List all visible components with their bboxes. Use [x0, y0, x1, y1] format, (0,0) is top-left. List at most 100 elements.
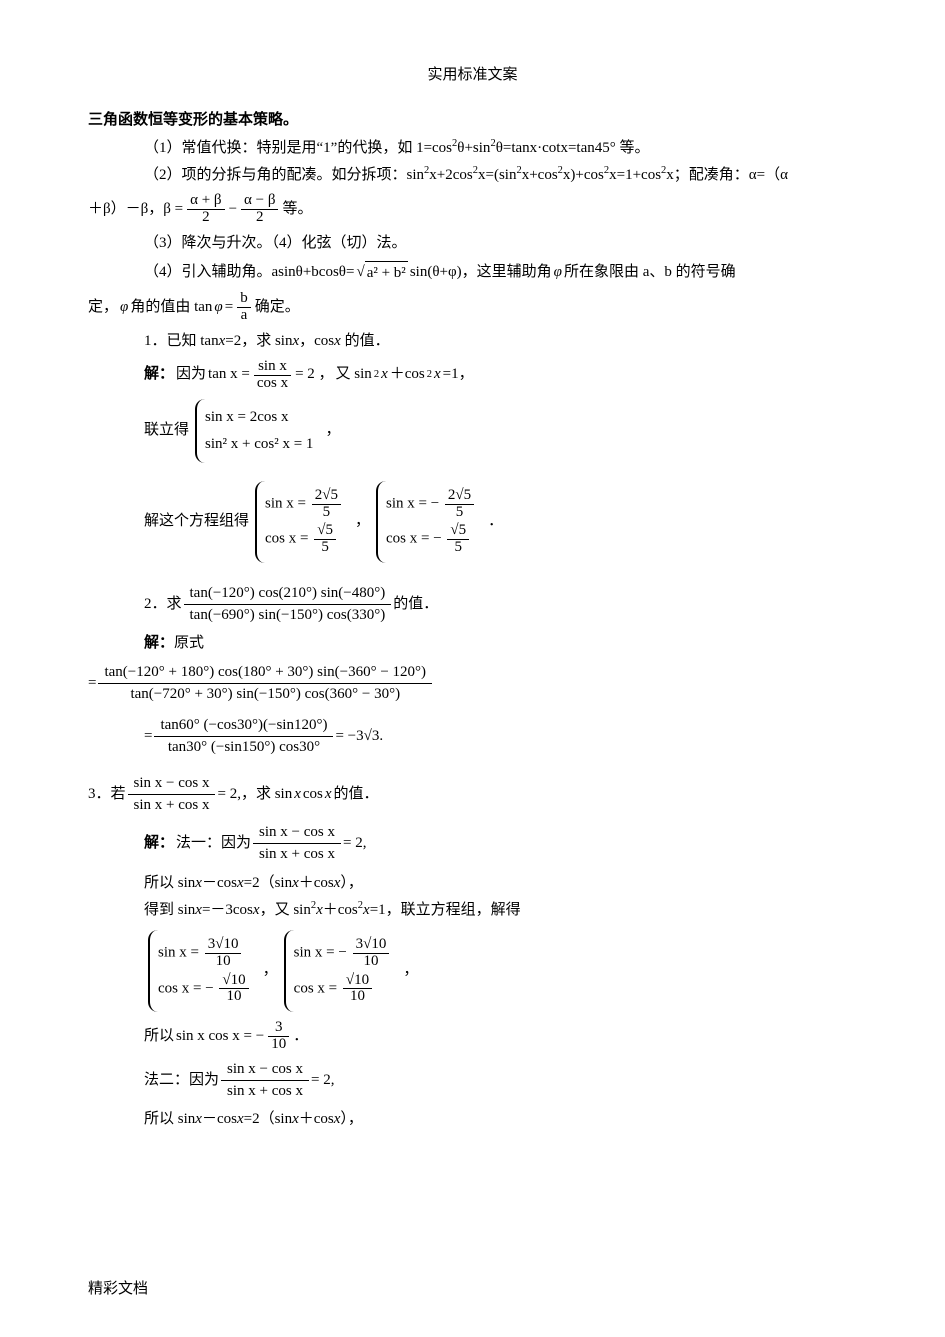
frac-num: tan60° (−cos30°)(−sin120°)	[154, 715, 333, 737]
sys-row-lead: sin x = −	[294, 945, 347, 961]
document-page: 实用标准文案 三角函数恒等变形的基本策略。 （1）常值代换：特别是用“1”的代换…	[0, 0, 945, 1337]
frac-den: 10	[268, 1037, 289, 1053]
rule-1-tail: θ=tanx·cotx=tan45° 等。	[496, 140, 650, 156]
a2-eq2: =	[144, 725, 152, 748]
answer-3-line1: 解： 法一：因为 sin x − cos x sin x + cos x = 2…	[88, 822, 857, 866]
answer-label: 解：	[144, 832, 174, 855]
q3-lead: 3．若	[88, 783, 126, 806]
a3-line3: 得到 sin	[144, 902, 195, 918]
page-header: 实用标准文案	[88, 64, 857, 87]
frac-den: 5	[447, 540, 469, 556]
sys-row-lead: sin x =	[158, 945, 199, 961]
var-x: x	[363, 902, 370, 918]
sys-frac: √55	[314, 523, 336, 556]
frac-den: cos x	[254, 376, 291, 392]
frac-den: tan30° (−sin150°) cos30°	[154, 737, 333, 758]
a1-eq2: = 2 ，	[295, 363, 333, 386]
frac-den: tan(−690°) sin(−150°) cos(330°)	[184, 605, 392, 626]
a3-l3-plus: ＋cos	[323, 902, 358, 918]
rule-2b-tail: 等。	[282, 198, 312, 221]
a3-l2-eq: =2（sin	[244, 875, 292, 891]
rule-2b-minus: −	[229, 198, 237, 221]
a3-so-lead: 所以	[144, 1025, 174, 1048]
a3-l2-end: ），	[340, 875, 363, 891]
rule-2-mid5: x=1+cos	[609, 167, 661, 183]
frac-num: √10	[219, 973, 248, 990]
a3-so-end: ．	[293, 1025, 308, 1048]
rule-1-mid: θ+sin	[457, 140, 490, 156]
section-title: 三角函数恒等变形的基本策略。	[88, 109, 857, 132]
frac-den: 2	[241, 210, 278, 226]
rule-2-mid4: x)+cos	[563, 167, 604, 183]
answer-1-line3: 解这个方程组得 sin x = 2√55 cos x = √55 ， sin x…	[88, 479, 857, 565]
frac-num: 2√5	[312, 488, 341, 505]
var-x: x	[316, 902, 323, 918]
a2-fraction-1: tan(−120° + 180°) cos(180° + 30°) sin(−3…	[98, 662, 432, 706]
sys-row: cos x = √55	[265, 523, 343, 556]
q1-end: 的值．	[341, 333, 390, 349]
frac-num: sin x − cos x	[253, 822, 341, 844]
frac-num: α + β	[187, 193, 224, 210]
a3-sys-sep2: ，	[403, 959, 418, 982]
sys-row-lead: cos x =	[265, 531, 308, 547]
sys-frac: 2√55	[312, 488, 341, 521]
sqrt-radicand: a² + b²	[365, 261, 408, 285]
sys-row: cos x = √1010	[294, 973, 392, 1006]
a1-text2: 又 sin	[336, 363, 372, 386]
var-x: x	[237, 875, 244, 891]
sys-frac: √1010	[343, 973, 372, 1006]
a3-l3-mid: =－3cos	[202, 902, 253, 918]
rule-2b-frac2: α − β 2	[241, 193, 278, 226]
var-x: x	[434, 363, 441, 386]
rule-2-mid1: x+2cos	[429, 167, 472, 183]
a3-m2-line2: 所以 sin	[144, 1111, 195, 1127]
q3-cos: cos	[303, 783, 323, 806]
a3-so-expr: sin x cos x = −	[176, 1025, 264, 1048]
answer-3-so: 所以 sin x cos x = − 3 10 ．	[88, 1020, 857, 1053]
rule-4b-lead: 定，	[88, 296, 118, 319]
rule-4b-frac: b a	[237, 291, 251, 324]
frac-num: 3	[268, 1020, 289, 1037]
rule-2-mid2: x=(sin	[478, 167, 516, 183]
answer-1-line2: 联立得 sin x = 2cos x sin² x + cos² x = 1 ，	[88, 397, 857, 465]
frac-num: 3√10	[205, 937, 242, 954]
sys-row-lead: sin x =	[265, 495, 306, 511]
frac-den: 10	[205, 954, 242, 970]
frac-den: 10	[353, 954, 390, 970]
var-x: x	[195, 875, 202, 891]
a3-m2-l2-mid: －cos	[202, 1111, 237, 1127]
frac-num: √5	[447, 523, 469, 540]
sys-row: sin x = 2√55	[265, 488, 343, 521]
rule-4-lead: （4）引入辅助角。asinθ+bcosθ=	[144, 261, 354, 284]
sys-row: sin x = − 3√1010	[294, 937, 392, 970]
sys-row-lead: cos x = −	[386, 531, 442, 547]
answer-3-m2-line1: 法二：因为 sin x − cos x sin x + cos x = 2,	[88, 1059, 857, 1103]
a1-system-2a: sin x = 2√55 cos x = √55	[255, 481, 349, 563]
phi-symbol: φ	[554, 261, 562, 284]
answer-3-line3: 得到 sinx=－3cosx，又 sin2x＋cos2x=1，联立方程组，解得	[88, 899, 857, 922]
frac-den: 5	[312, 505, 341, 521]
a1-line2-lead: 联立得	[144, 419, 189, 442]
rule-1-lead: （1）常值代换：特别是用“1”的代换，如 1=cos	[144, 140, 452, 156]
rule-2-tail: x；配凑角：α=（α	[666, 167, 788, 183]
rule-4b-mid: 角的值由 tan	[130, 296, 212, 319]
frac-num: tan(−120°) cos(210°) sin(−480°)	[184, 583, 392, 605]
var-x: x	[292, 1111, 299, 1127]
var-x: x	[381, 363, 388, 386]
a1-frac: sin x cos x	[254, 359, 291, 392]
frac-den: 10	[343, 989, 372, 1005]
frac-den: tan(−720° + 30°) sin(−150°) cos(360° − 3…	[98, 684, 432, 705]
rule-2b: ＋β）－β，β = α + β 2 − α − β 2 等。	[88, 193, 857, 226]
frac-den: a	[237, 308, 251, 324]
rule-4-sqrt: a² + b²	[356, 261, 407, 285]
phi-symbol: φ	[214, 296, 222, 319]
frac-num: √10	[343, 973, 372, 990]
q2-tail: 的值．	[393, 593, 438, 616]
a3-sys-sep: ，	[263, 959, 278, 982]
sys-row: cos x = − √55	[386, 523, 476, 556]
rule-2b-lead: ＋β）－β，β =	[88, 198, 183, 221]
sys-row: sin x = 3√1010	[158, 937, 251, 970]
rule-2b-frac1: α + β 2	[187, 193, 224, 226]
sys-frac: 2√55	[445, 488, 474, 521]
frac-den: 5	[445, 505, 474, 521]
